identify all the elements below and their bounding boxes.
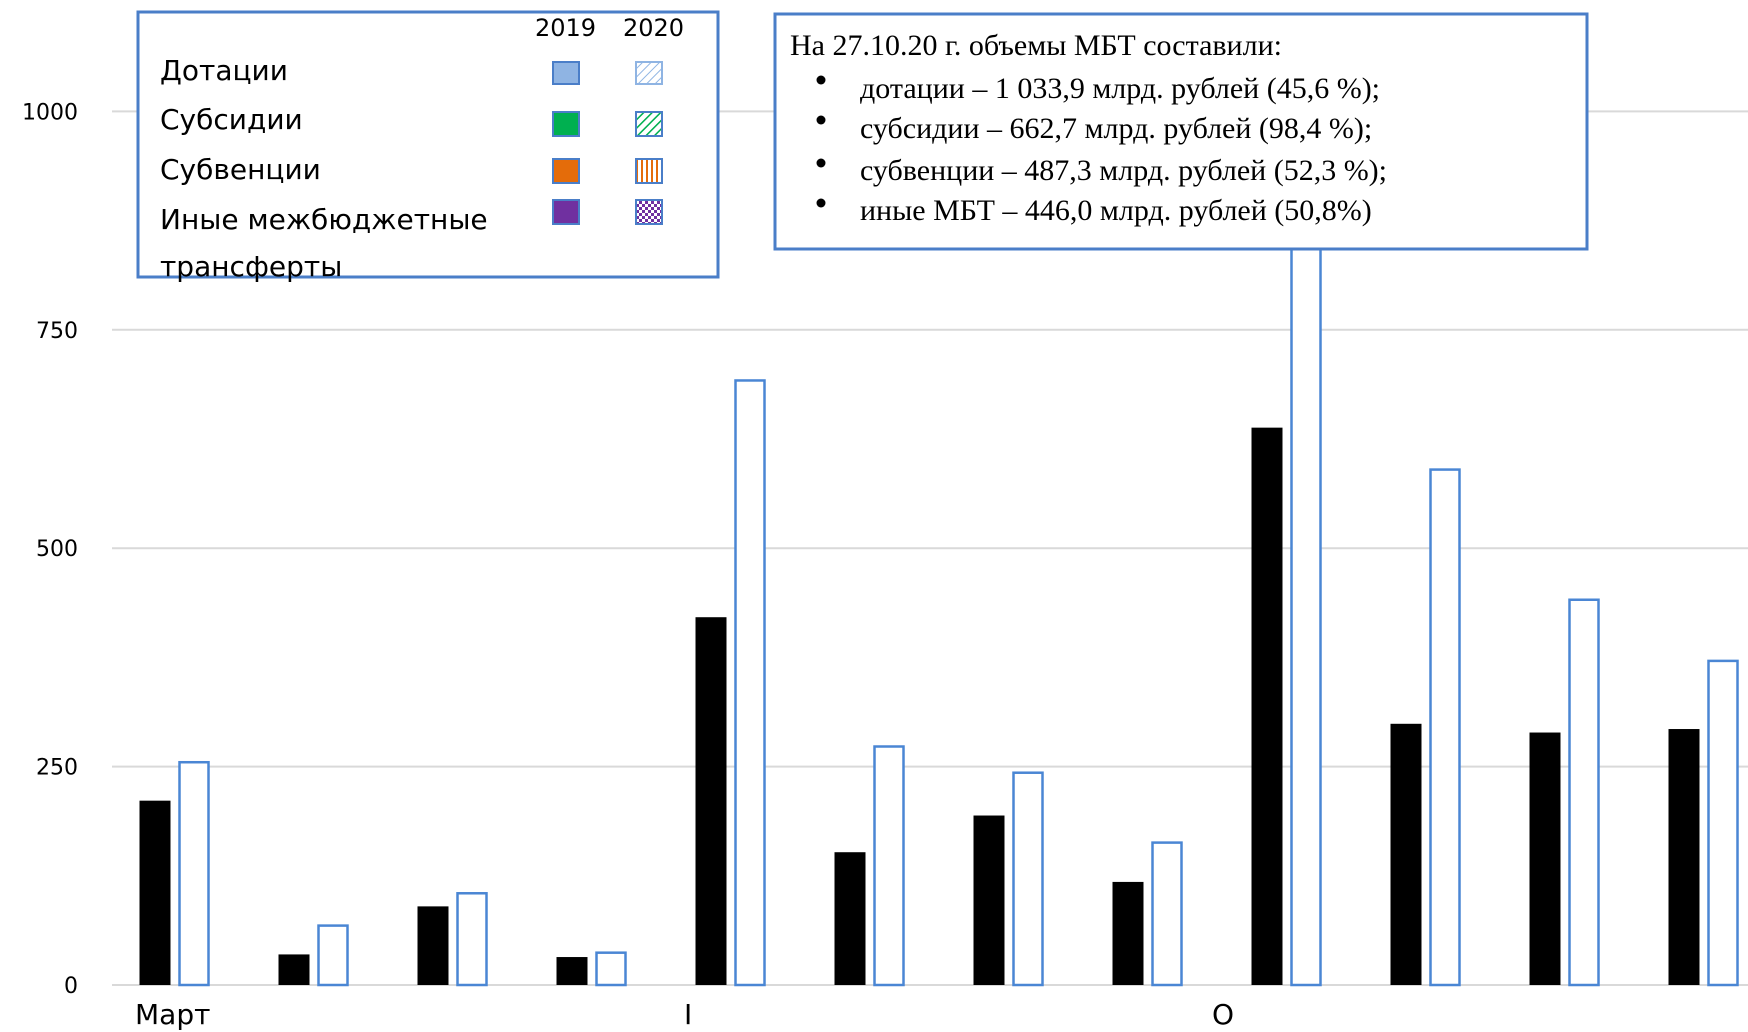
note-title: На 27.10.20 г. объемы МБТ составили: xyxy=(790,29,1282,62)
bar-2020 xyxy=(456,892,488,987)
bar-2019 xyxy=(1668,729,1700,985)
legend-swatch-dotatsii-2020 xyxy=(635,61,663,85)
legend-swatch-inye-2020 xyxy=(635,199,663,225)
note-bullet-dot xyxy=(816,115,826,125)
x-tick-label: I xyxy=(684,998,692,1031)
bar-2019 xyxy=(834,852,866,985)
legend-swatch-subsidii-2020 xyxy=(635,111,663,137)
note-bullet-dot xyxy=(816,158,826,168)
bar-2020 xyxy=(595,951,627,987)
bar-2020 xyxy=(734,379,766,987)
note-bullet: дотации – 1 033,9 млрд. рублей (45,6 %); xyxy=(860,72,1380,105)
legend-year-2020: 2020 xyxy=(623,14,684,42)
note-bullet-dot xyxy=(816,75,826,85)
note-box: На 27.10.20 г. объемы МБТ составили: дот… xyxy=(773,12,1589,251)
bar-2020 xyxy=(1429,468,1461,987)
bar-2019 xyxy=(973,815,1005,985)
x-axis-ticks: Март I O xyxy=(135,998,1234,1031)
y-tick-label: 500 xyxy=(36,537,78,562)
bar-2019 xyxy=(278,954,310,985)
y-tick-label: 750 xyxy=(36,319,78,344)
bar-2019 xyxy=(139,800,171,985)
bar-2019 xyxy=(556,957,588,985)
bar-2019 xyxy=(417,906,449,985)
legend-swatch-subsidii-2019 xyxy=(552,111,580,137)
bar-2019 xyxy=(1390,723,1422,985)
legend-swatch-subventsii-2020 xyxy=(635,158,663,184)
legend-label-subventsii: Субвенции xyxy=(160,153,321,186)
y-axis-ticks: 0 250 500 750 1000 xyxy=(22,100,78,999)
legend-frame xyxy=(136,10,720,279)
bar-2019 xyxy=(1112,881,1144,985)
bar-2020 xyxy=(1012,771,1044,987)
legend-swatch-dotatsii-2019 xyxy=(552,61,580,85)
y-tick-label: 250 xyxy=(36,756,78,781)
legend-swatch-subventsii-2019 xyxy=(552,158,580,184)
bar-2019 xyxy=(1529,732,1561,985)
bar-2020 xyxy=(178,760,210,987)
bar-2020 xyxy=(1568,598,1600,987)
legend-swatch-inye-2019 xyxy=(552,199,580,225)
note-bullet: субсидии – 662,7 млрд. рублей (98,4 %); xyxy=(860,112,1372,145)
x-tick-label: Март xyxy=(135,998,210,1031)
legend-label-inye-line1: Иные межбюджетные xyxy=(160,203,488,236)
note-bullet: иные МБТ – 446,0 млрд. рублей (50,8%) xyxy=(860,194,1372,227)
x-tick-label: O xyxy=(1212,998,1234,1031)
legend-label-inye: Иные межбюджетные трансферты xyxy=(160,203,497,283)
y-tick-label: 0 xyxy=(64,974,78,999)
legend-label-dotatsii: Дотации xyxy=(160,54,288,87)
note-frame xyxy=(773,12,1589,251)
bar-2020 xyxy=(317,924,349,987)
note-bullet: субвенции – 487,3 млрд. рублей (52,3 %); xyxy=(860,154,1387,187)
bars xyxy=(139,31,1739,987)
legend-label-subsidii: Субсидии xyxy=(160,103,303,136)
bar-2020 xyxy=(873,745,905,987)
bar-2019 xyxy=(1251,427,1283,985)
bar-2019 xyxy=(695,617,727,985)
legend: 2019 2020 Дотации Субсидии Субвенции Ины… xyxy=(136,10,720,283)
legend-label-inye-line2: трансферты xyxy=(160,250,342,283)
note-bullet-dot xyxy=(816,198,826,208)
legend-year-2019: 2019 xyxy=(535,14,596,42)
bar-2020 xyxy=(1151,841,1183,987)
bar-2020 xyxy=(1707,659,1739,987)
y-tick-label: 1000 xyxy=(22,100,78,125)
